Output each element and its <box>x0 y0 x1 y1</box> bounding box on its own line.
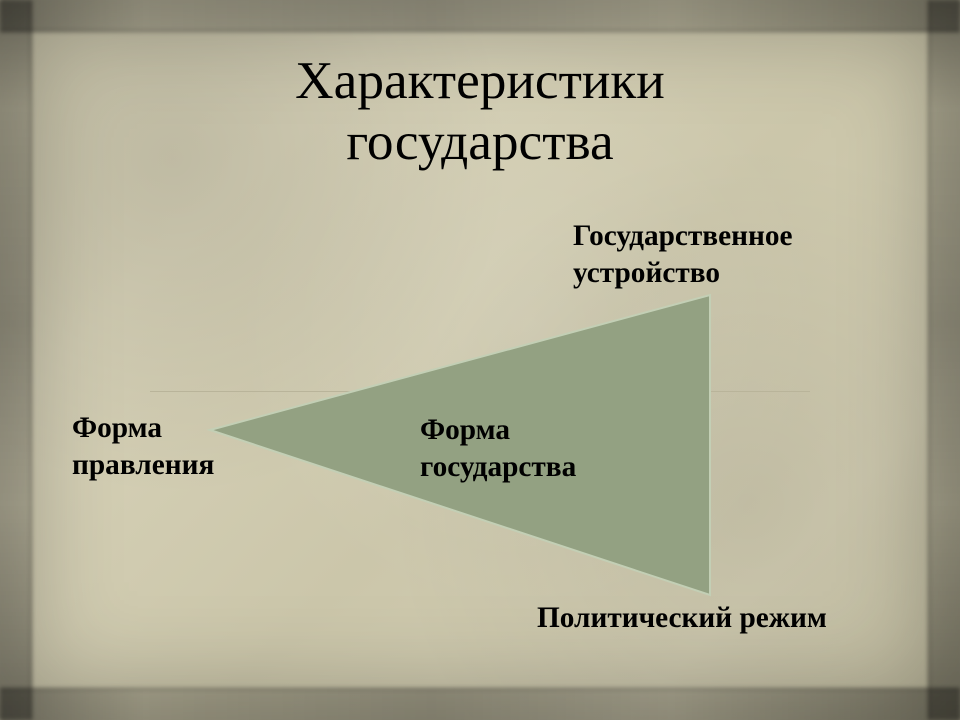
center-label: Форма государства <box>420 412 576 485</box>
vertex-label-left: Форма правления <box>72 410 252 483</box>
vertex-label-bottom: Политический режим <box>537 600 937 637</box>
vertex-label-top: Государственное устройство <box>573 218 903 291</box>
slide: Характеристики государства Форма государ… <box>0 0 960 720</box>
